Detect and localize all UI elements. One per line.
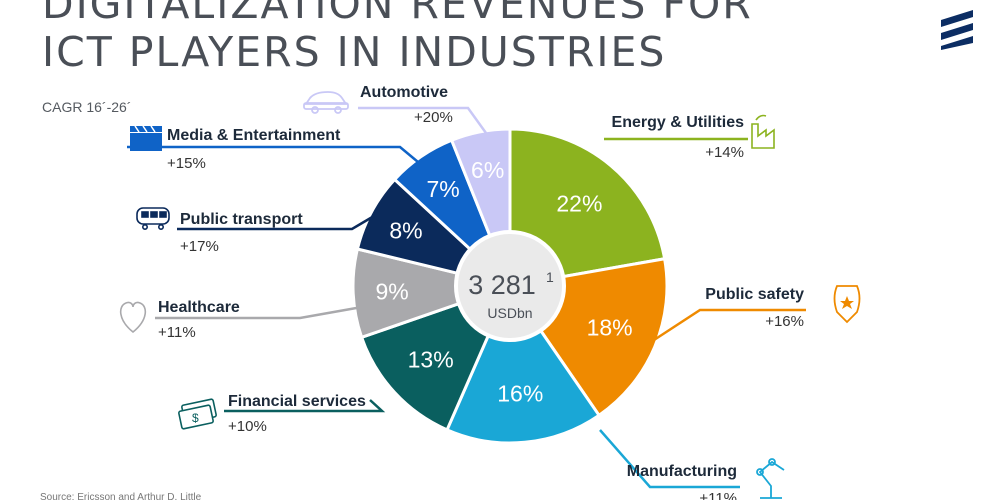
category-cagr: +17% [180,238,219,255]
center-unit: USDbn [487,305,532,321]
category-label: Public safety [705,286,804,303]
category-cagr: +14% [705,144,744,161]
category-cagr: +11% [699,490,737,500]
slice-percent-label: 13% [408,346,454,372]
heart-icon [119,301,147,334]
category-label: Media & Entertainment [167,127,341,144]
center-value: 3 281 [468,270,536,300]
badge-icon [833,285,861,324]
category-label: Healthcare [158,299,240,316]
leader-line [177,214,375,231]
slice-percent-label: 7% [426,176,459,202]
center-circle [454,230,566,342]
leader-line [653,308,806,342]
leader-line [358,106,488,134]
category-cagr: +10% [228,418,267,435]
category-cagr: +11% [158,324,196,341]
category-label: Automotive [360,84,448,101]
title-line-2: ICT PLAYERS IN INDUSTRIES [42,28,667,76]
slice-percent-label: 18% [587,315,633,341]
category-cagr: +15% [167,155,206,172]
category-label: Public transport [180,211,303,228]
slice-percent-label: 9% [376,279,409,305]
car-icon [303,91,349,114]
cagr-label: CAGR 16´-26´ [42,99,132,115]
category-label: Energy & Utilities [612,114,745,131]
category-cagr: +16% [765,313,804,330]
slice-percent-label: 8% [389,217,422,243]
source-note: Source: Ericsson and Arthur D. Little [40,492,202,503]
slice-percent-label: 22% [556,190,602,216]
title-line-1: DIGITALIZATION REVENUES FOR [42,0,753,28]
leader-line [155,305,363,320]
banknotes-icon: $ [178,398,217,430]
robot-arm-icon [756,458,785,499]
leader-line [599,429,740,489]
category-cagr: +20% [414,109,453,126]
slice-percent-label: 16% [497,381,543,407]
train-icon [136,207,170,231]
svg-text:$: $ [192,411,199,425]
slice-percent-label: 6% [471,157,504,183]
factory-icon [751,114,775,149]
center-superscript: 1 [546,269,554,285]
pie-slice-2 [445,282,602,445]
category-label: Financial services [228,393,366,410]
ericsson-logo-icon [941,10,973,50]
leader-line [224,399,386,413]
leader-line [127,145,419,163]
category-label: Manufacturing [627,463,737,480]
pie-slice-4 [351,247,516,340]
clapperboard-icon [130,125,162,151]
